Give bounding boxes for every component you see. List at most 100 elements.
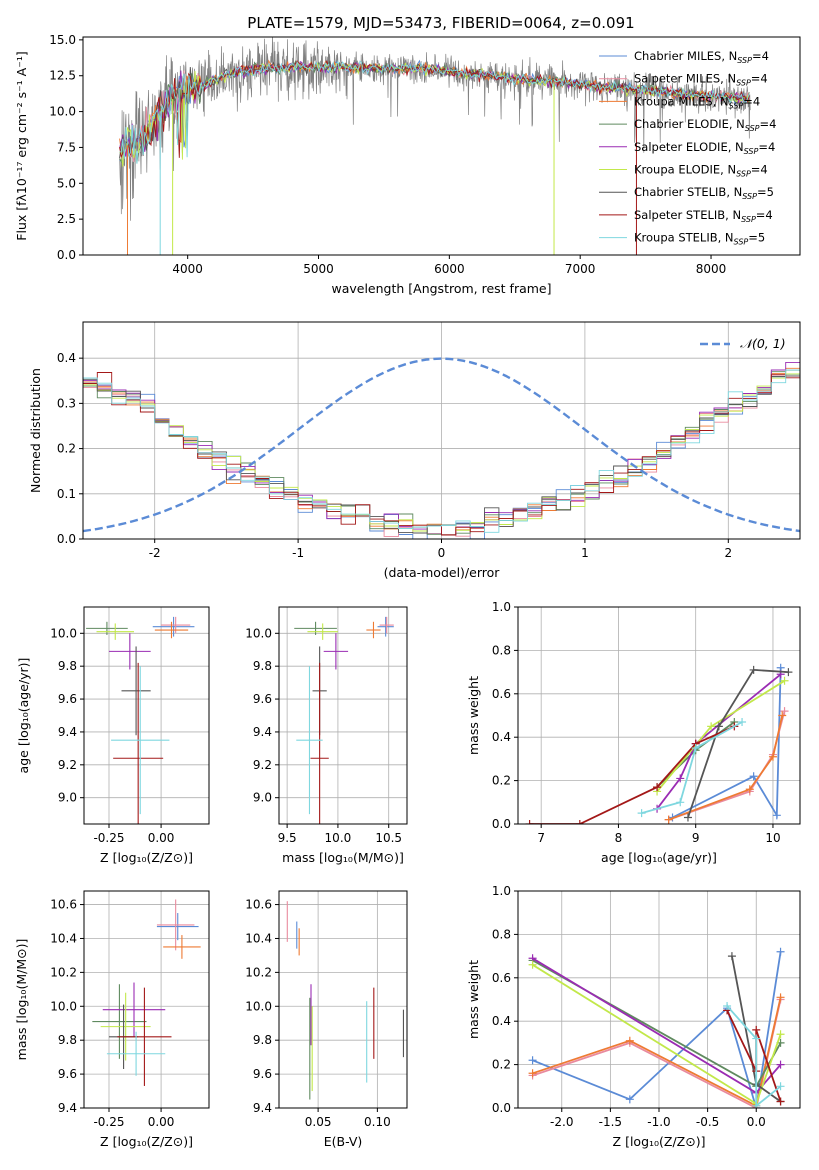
y-tick-label: 0.4	[57, 351, 76, 365]
axes-age-vs-mass: 9.5 10.0 10.5 9.0 9.2 9.4 9.6 9.8 10.0 mass [log₁…	[245, 606, 408, 865]
error-bar	[156, 913, 199, 941]
error-bar	[323, 633, 349, 670]
axes-mass-vs-ebv: 0.05 0.10 9.4 9.6 9.8 10.0 10.2 10.4 10.6 E(B-V)	[245, 890, 408, 1149]
legend-label: Kroupa ELODIE, NSSP=4	[634, 163, 768, 179]
weight-line	[532, 964, 782, 1106]
x-tick-label: 9.5	[278, 831, 297, 845]
plot-content	[286, 901, 404, 1100]
y-tick-label: 10.2	[245, 965, 272, 979]
error-bar	[161, 616, 191, 634]
y-tick-label: 0.0	[57, 532, 76, 546]
plot-content	[92, 899, 201, 1086]
axes-mass-weight-vs-z: -2.0 -1.5 -1.0 -0.5 0.0 0.0 0.2 0.4 0.6 0.8 1.0 Z […	[466, 884, 801, 1149]
y-tick-label: 0.3	[57, 396, 76, 410]
y-tick-label: 9.0	[253, 791, 272, 805]
y-tick-label: 15.0	[49, 33, 76, 47]
error-bar	[296, 666, 323, 815]
x-tick-label: 0	[438, 546, 446, 560]
x-tick-label: 2	[724, 546, 732, 560]
x-axis-label: E(B-V)	[324, 1134, 363, 1149]
weight-marker	[625, 1036, 634, 1045]
weight-marker	[637, 809, 646, 818]
x-tick-label: 7	[537, 831, 545, 845]
axes-frame	[278, 606, 408, 825]
axes-frame	[278, 890, 408, 1109]
x-axis-label: mass [log₁₀(M/M⊙)]	[282, 850, 404, 865]
x-tick-label: -1	[292, 546, 304, 560]
y-tick-label: 0.6	[492, 971, 511, 985]
legend-label: Salpeter STELIB, NSSP=4	[634, 208, 773, 224]
y-tick-label: 9.0	[58, 791, 77, 805]
weight-line	[726, 1005, 782, 1108]
y-tick-label: 9.4	[253, 725, 272, 739]
weight-marker	[752, 1034, 761, 1043]
weight-line	[668, 715, 784, 821]
weight-marker	[776, 993, 785, 1002]
x-tick-label: 0.10	[364, 1115, 391, 1129]
y-axis-label: age [log₁₀(age/yr)]	[16, 658, 31, 774]
error-bar	[377, 616, 394, 637]
x-tick-label: 9	[692, 831, 700, 845]
plot-content	[119, 37, 751, 255]
error-bar	[379, 616, 394, 634]
axes-age-vs-z: -0.25 0.00 9.0 9.2 9.4 9.6 9.8 10.0 Z [log₁₀(Z/Z…	[16, 606, 210, 865]
weight-marker	[752, 1025, 761, 1034]
histogram-step	[83, 369, 800, 533]
weight-line	[641, 721, 743, 814]
x-tick-label: 10.0	[325, 831, 352, 845]
weight-marker	[723, 1002, 732, 1011]
y-tick-label: 12.5	[49, 69, 76, 83]
weight-marker	[525, 820, 534, 824]
weight-marker	[772, 811, 781, 820]
y-tick-label: 10.0	[245, 626, 272, 640]
error-bar	[294, 621, 337, 635]
legend: Chabrier MILES, NSSP=4 Salpeter MILES, NS…	[599, 49, 776, 247]
y-tick-label: 1.0	[492, 884, 511, 898]
y-tick-label: 10.2	[50, 965, 77, 979]
axes-residuals: -2 -1 0 1 2 0.0 0.1 0.2 0.3 0.4 (data-model)/error…	[28, 321, 801, 580]
error-bar	[113, 662, 164, 824]
y-axis-label: mass weight	[466, 676, 481, 755]
x-tick-label: -0.25	[93, 1115, 124, 1129]
x-tick-label: 7000	[565, 262, 596, 276]
error-bar	[310, 662, 329, 824]
figure-title: PLATE=1579, MJD=53473, FIBERID=0064, z=0…	[247, 14, 634, 32]
y-tick-label: 9.8	[58, 659, 77, 673]
gaussian-curve	[83, 357, 800, 533]
weight-marker	[749, 665, 758, 674]
y-tick-label: 9.8	[58, 1033, 77, 1047]
model-line	[119, 61, 750, 167]
y-tick-label: 0.8	[492, 927, 511, 941]
weight-marker	[653, 783, 662, 792]
weight-marker	[776, 947, 785, 956]
y-axis-label: Normed distribution	[28, 368, 43, 493]
weight-marker	[749, 772, 758, 781]
legend-label: Salpeter MILES, NSSP=4	[634, 72, 768, 88]
error-bar	[154, 621, 189, 639]
weight-marker	[752, 1101, 761, 1108]
plot-content	[83, 357, 800, 539]
x-tick-label: 6000	[434, 262, 465, 276]
plot-content	[528, 947, 785, 1108]
error-bar	[92, 984, 147, 1059]
legend-label: 𝒩(0, 1)	[740, 336, 786, 351]
error-bar	[106, 1031, 166, 1076]
y-tick-label: 0.0	[492, 1101, 511, 1115]
y-tick-label: 0.2	[57, 442, 76, 456]
y-tick-label: 9.6	[253, 1067, 272, 1081]
plot-content	[294, 616, 394, 824]
y-tick-label: 0.4	[492, 730, 511, 744]
x-tick-label: 0.00	[148, 831, 175, 845]
weight-line	[529, 725, 735, 824]
legend-label: Salpeter ELODIE, NSSP=4	[634, 140, 775, 156]
weight-marker	[776, 1060, 785, 1069]
weight-marker	[778, 711, 787, 720]
weight-marker	[575, 820, 584, 824]
histogram-step	[83, 372, 800, 536]
weight-marker	[625, 1095, 634, 1104]
y-tick-label: 5.0	[57, 176, 76, 190]
legend-label: Chabrier STELIB, NSSP=5	[634, 185, 774, 201]
axes-mass-weight-vs-age: 7 8 9 10 0.0 0.2 0.4 0.6 0.8 1.0 age [log₁₀(age/yr…	[466, 600, 801, 865]
x-axis-label: wavelength [Angstrom, rest frame]	[331, 281, 551, 296]
weight-marker	[784, 668, 793, 677]
